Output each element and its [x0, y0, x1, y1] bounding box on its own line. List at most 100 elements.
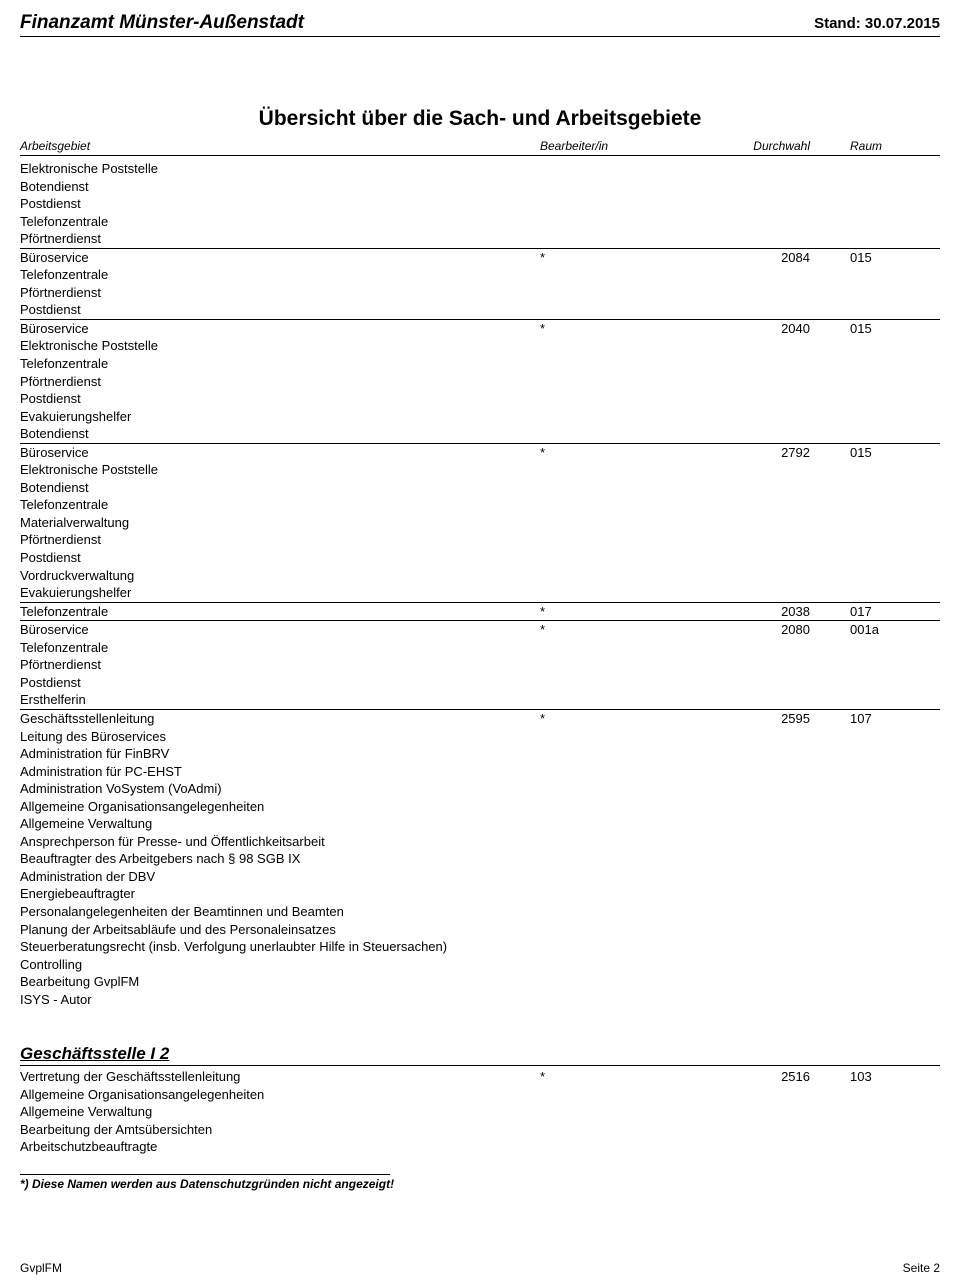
sub-item: Pförtnerdienst — [20, 284, 940, 302]
sub-item: Postdienst — [20, 674, 940, 692]
group-main-row: Büroservice*2084015 — [20, 249, 940, 267]
group-main-row: Büroservice*2792015 — [20, 444, 940, 462]
durchwahl-cell: 2792 — [690, 444, 850, 462]
group-main-row: Telefonzentrale*2038017 — [20, 603, 940, 621]
page-footer: GvplFM Seite 2 — [20, 1261, 940, 1275]
col-bearbeiter: Bearbeiter/in — [540, 139, 690, 153]
group-main-row: Büroservice*2040015 — [20, 320, 940, 338]
sub-item: Ersthelferin — [20, 691, 940, 709]
stand-date: 30.07.2015 — [865, 15, 940, 32]
group: Telefonzentrale*2038017 — [20, 603, 940, 622]
sub-item: Telefonzentrale — [20, 355, 940, 373]
col-arbeitsgebiet: Arbeitsgebiet — [20, 139, 540, 153]
group-main-row: Elektronische Poststelle — [20, 160, 940, 178]
sub-item: Allgemeine Organisationsangelegenheiten — [20, 798, 940, 816]
sub-item: Postdienst — [20, 390, 940, 408]
sub-item: Botendienst — [20, 479, 940, 497]
group-main-row: Vertretung der Geschäftsstellenleitung*2… — [20, 1068, 940, 1086]
group: Geschäftsstellenleitung*2595107Leitung d… — [20, 710, 940, 1008]
document-title: Übersicht über die Sach- und Arbeitsgebi… — [20, 107, 940, 131]
raum-cell — [850, 160, 940, 178]
sub-item: Allgemeine Verwaltung — [20, 815, 940, 833]
durchwahl-cell: 2040 — [690, 320, 850, 338]
arbeitsgebiet-cell: Elektronische Poststelle — [20, 160, 540, 178]
durchwahl-cell: 2516 — [690, 1068, 850, 1086]
bearbeiter-cell: * — [540, 621, 690, 639]
stand-block: Stand: 30.07.2015 — [814, 15, 940, 32]
sub-item: Pförtnerdienst — [20, 230, 940, 248]
durchwahl-cell: 2595 — [690, 710, 850, 728]
bearbeiter-cell: * — [540, 603, 690, 621]
sub-item: Bearbeitung der Amtsübersichten — [20, 1121, 940, 1139]
sub-item: Telefonzentrale — [20, 639, 940, 657]
sub-item: Ansprechperson für Presse- und Öffentlic… — [20, 833, 940, 851]
group-main-row: Büroservice*2080001a — [20, 621, 940, 639]
raum-cell: 107 — [850, 710, 940, 728]
arbeitsgebiet-cell: Telefonzentrale — [20, 603, 540, 621]
bearbeiter-cell — [540, 160, 690, 178]
raum-cell: 015 — [850, 320, 940, 338]
section2-groups-container: Vertretung der Geschäftsstellenleitung*2… — [20, 1068, 940, 1156]
sub-item: Telefonzentrale — [20, 496, 940, 514]
arbeitsgebiet-cell: Büroservice — [20, 444, 540, 462]
arbeitsgebiet-cell: Geschäftsstellenleitung — [20, 710, 540, 728]
raum-cell: 015 — [850, 444, 940, 462]
footer-right: Seite 2 — [903, 1261, 940, 1275]
main-groups-container: Elektronische PoststelleBotendienstPostd… — [20, 160, 940, 1008]
sub-item: ISYS - Autor — [20, 991, 940, 1009]
group: Elektronische PoststelleBotendienstPostd… — [20, 160, 940, 249]
group-main-row: Geschäftsstellenleitung*2595107 — [20, 710, 940, 728]
sub-item: Energiebeauftragter — [20, 885, 940, 903]
durchwahl-cell: 2084 — [690, 249, 850, 267]
sub-item: Vordruckverwaltung — [20, 567, 940, 585]
sub-item: Leitung des Büroservices — [20, 728, 940, 746]
sub-item: Botendienst — [20, 178, 940, 196]
durchwahl-cell — [690, 160, 850, 178]
sub-item: Elektronische Poststelle — [20, 461, 940, 479]
sub-item: Elektronische Poststelle — [20, 337, 940, 355]
sub-item: Evakuierungshelfer — [20, 584, 940, 602]
arbeitsgebiet-cell: Vertretung der Geschäftsstellenleitung — [20, 1068, 540, 1086]
section-2-title: Geschäftsstelle I 2 — [20, 1044, 940, 1066]
sub-item: Bearbeitung GvplFM — [20, 973, 940, 991]
bearbeiter-cell: * — [540, 249, 690, 267]
group: Büroservice*2084015TelefonzentralePförtn… — [20, 249, 940, 320]
arbeitsgebiet-cell: Büroservice — [20, 621, 540, 639]
org-name: Finanzamt Münster-Außenstadt — [20, 12, 304, 34]
sub-item: Postdienst — [20, 301, 940, 319]
raum-cell: 017 — [850, 603, 940, 621]
sub-item: Allgemeine Organisationsangelegenheiten — [20, 1086, 940, 1104]
sub-item: Evakuierungshelfer — [20, 408, 940, 426]
footnote-rule — [20, 1174, 390, 1175]
group: Büroservice*2792015Elektronische Postste… — [20, 444, 940, 603]
sub-item: Telefonzentrale — [20, 213, 940, 231]
sub-item: Telefonzentrale — [20, 266, 940, 284]
sub-item: Administration der DBV — [20, 868, 940, 886]
sub-item: Botendienst — [20, 425, 940, 443]
footer-left: GvplFM — [20, 1261, 62, 1275]
sub-item: Administration VoSystem (VoAdmi) — [20, 780, 940, 798]
sub-item: Steuerberatungsrecht (insb. Verfolgung u… — [20, 938, 940, 956]
sub-item: Personalangelegenheiten der Beamtinnen u… — [20, 903, 940, 921]
column-headers: Arbeitsgebiet Bearbeiter/in Durchwahl Ra… — [20, 139, 940, 156]
durchwahl-cell: 2038 — [690, 603, 850, 621]
group: Vertretung der Geschäftsstellenleitung*2… — [20, 1068, 940, 1156]
sub-item: Pförtnerdienst — [20, 656, 940, 674]
sub-item: Pförtnerdienst — [20, 531, 940, 549]
sub-item: Postdienst — [20, 549, 940, 567]
col-durchwahl: Durchwahl — [690, 139, 850, 153]
raum-cell: 001a — [850, 621, 940, 639]
durchwahl-cell: 2080 — [690, 621, 850, 639]
sub-item: Beauftragter des Arbeitgebers nach § 98 … — [20, 850, 940, 868]
bearbeiter-cell: * — [540, 710, 690, 728]
sub-item: Allgemeine Verwaltung — [20, 1103, 940, 1121]
sub-item: Administration für FinBRV — [20, 745, 940, 763]
arbeitsgebiet-cell: Büroservice — [20, 249, 540, 267]
bearbeiter-cell: * — [540, 444, 690, 462]
page-header: Finanzamt Münster-Außenstadt Stand: 30.0… — [20, 12, 940, 37]
bearbeiter-cell: * — [540, 1068, 690, 1086]
sub-item: Planung der Arbeitsabläufe und des Perso… — [20, 921, 940, 939]
arbeitsgebiet-cell: Büroservice — [20, 320, 540, 338]
footnote-text: *) Diese Namen werden aus Datenschutzgrü… — [20, 1177, 940, 1191]
sub-item: Pförtnerdienst — [20, 373, 940, 391]
